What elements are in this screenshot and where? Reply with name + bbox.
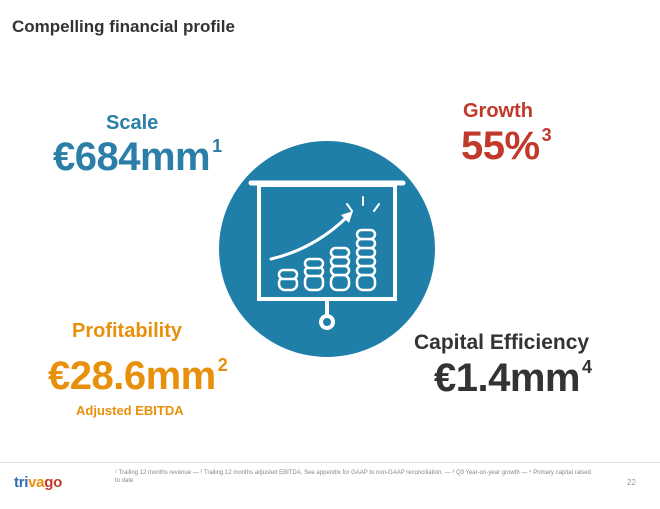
profitability-footnote-ref: 2 (217, 354, 228, 375)
capital-efficiency-value-text: €1.4mm (434, 356, 580, 400)
scale-label: Scale (106, 112, 159, 134)
capital-efficiency-footnote-ref: 4 (581, 356, 592, 377)
footer-divider (0, 462, 660, 463)
trivago-logo: trivago (14, 474, 62, 491)
profitability-sublabel: Adjusted EBITDA (76, 403, 184, 418)
growth-value: 55% 3 (461, 124, 552, 169)
page-number: 22 (627, 478, 636, 487)
profitability-value-text: €28.6mm (48, 354, 216, 398)
logo-part-go: go (44, 474, 62, 491)
capital-efficiency-value: €1.4mm 4 (434, 356, 592, 401)
center-graphic (219, 141, 435, 357)
presentation-board-chart-icon (219, 141, 435, 357)
logo-part-va: va (28, 474, 45, 491)
profitability-label: Profitability (72, 320, 183, 342)
scale-value: €684mm 1 (53, 135, 222, 180)
profitability-value: €28.6mm 2 (48, 354, 228, 399)
scale-value-text: €684mm (53, 135, 211, 179)
capital-efficiency-label: Capital Efficiency (414, 331, 590, 354)
logo-part-tri: tri (14, 474, 29, 491)
scale-footnote-ref: 1 (212, 135, 222, 156)
growth-label: Growth (463, 100, 533, 122)
growth-value-text: 55% (461, 124, 540, 168)
slide-title: Compelling financial profile (12, 17, 235, 36)
growth-footnote-ref: 3 (541, 124, 552, 145)
footnotes: ¹ Trailing 12 months revenue — ² Trailin… (115, 470, 591, 484)
